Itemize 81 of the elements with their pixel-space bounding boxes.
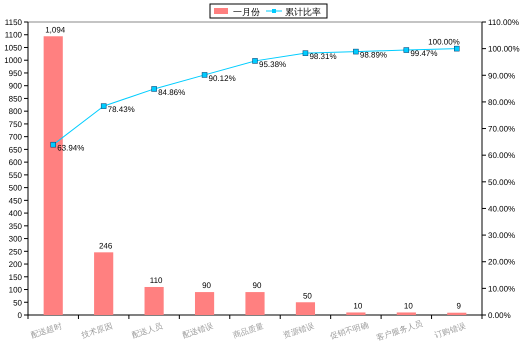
- y-tick-label: 500: [8, 184, 23, 193]
- data-label: 1,094: [45, 25, 66, 34]
- bar: [94, 252, 114, 315]
- legend-label: 累计比率: [285, 7, 321, 17]
- bar: [396, 312, 416, 315]
- x-tick-label: 配送错误: [181, 321, 214, 340]
- x-tick-label: 促销不明确: [328, 320, 370, 342]
- point: [404, 47, 410, 53]
- y2-tick-label: 10.00%: [488, 284, 516, 294]
- y-tick-label: 400: [8, 209, 23, 218]
- x-tick-label: 商品质量: [232, 321, 265, 340]
- legend-label: 一月份: [233, 7, 260, 17]
- point: [302, 50, 308, 56]
- y-tick-label: 300: [8, 234, 23, 244]
- bar: [144, 286, 164, 315]
- x-tick-label: 订购错误: [433, 321, 467, 340]
- x-tick-label: 客户服务人员: [375, 318, 424, 342]
- data-label: 84.86%: [158, 88, 186, 97]
- y2-tick-label: 100.00%: [488, 44, 520, 54]
- y-tick-label: 650: [8, 145, 23, 154]
- point: [100, 103, 106, 109]
- y-tick-label: 1150: [4, 18, 23, 27]
- y-tick-label: 600: [8, 158, 23, 168]
- y-tick-label: 200: [8, 260, 23, 270]
- y2-tick-label: 20.00%: [488, 258, 516, 267]
- y-tick-label: 250: [8, 247, 23, 256]
- data-label: 90: [202, 281, 212, 290]
- point: [151, 86, 157, 92]
- point: [50, 142, 56, 148]
- y-tick-label: 350: [8, 222, 23, 231]
- y2-tick-label: 40.00%: [488, 204, 516, 214]
- y-tick-label: 1050: [4, 43, 23, 52]
- bar: [194, 292, 214, 315]
- y2-tick-label: 90.00%: [488, 71, 516, 80]
- y-tick-label: 700: [8, 132, 23, 142]
- y-tick-label: 1000: [4, 56, 23, 66]
- y2-tick-label: 80.00%: [488, 98, 516, 107]
- y2-tick-label: 30.00%: [488, 231, 516, 240]
- x-tick-label: 配送超时: [30, 321, 64, 340]
- y-tick-label: 150: [8, 272, 23, 282]
- x-tick-label: 技术原因: [79, 321, 114, 340]
- data-label: 98.31%: [309, 52, 337, 62]
- data-label: 10: [404, 301, 414, 310]
- y-tick-label: 950: [8, 68, 23, 78]
- y-tick-label: 550: [8, 170, 23, 180]
- data-label: 78.43%: [108, 105, 135, 114]
- y2-tick-label: 0.00%: [488, 311, 511, 320]
- bar: [346, 312, 366, 315]
- data-label: 99.47%: [410, 49, 438, 58]
- data-label: 63.94%: [57, 144, 84, 153]
- y-tick-label: 100: [8, 286, 23, 295]
- data-label: 110: [150, 276, 164, 285]
- data-label: 10: [353, 301, 363, 310]
- data-label: 50: [302, 291, 312, 300]
- data-label: 95.38%: [259, 60, 286, 69]
- bar: [296, 302, 316, 315]
- y-tick-label: 1100: [4, 30, 23, 40]
- y2-tick-label: 110.00%: [488, 18, 519, 27]
- y-tick-label: 0: [18, 311, 23, 320]
- y-tick-label: 750: [8, 120, 23, 129]
- x-tick-label: 配送人员: [130, 321, 164, 340]
- point: [252, 58, 258, 64]
- y-tick-label: 450: [8, 196, 23, 206]
- y2-tick-label: 60.00%: [488, 151, 516, 160]
- y-tick-label: 800: [8, 107, 23, 116]
- data-label: 90: [252, 281, 262, 290]
- point: [353, 48, 359, 54]
- x-tick-label: 资源错误: [282, 321, 316, 340]
- data-label: 90.12%: [208, 74, 236, 83]
- data-label: 246: [98, 241, 113, 250]
- data-label: 100.00%: [428, 38, 460, 47]
- point: [454, 46, 460, 52]
- point: [202, 72, 208, 78]
- y2-tick-label: 70.00%: [488, 124, 516, 134]
- y2-tick-label: 50.00%: [488, 178, 516, 187]
- bar: [245, 292, 265, 315]
- data-label: 9: [456, 302, 462, 311]
- y-tick-label: 850: [8, 94, 23, 104]
- y-tick-label: 900: [8, 82, 23, 91]
- data-label: 98.89%: [360, 50, 388, 60]
- y-tick-label: 50: [13, 298, 23, 308]
